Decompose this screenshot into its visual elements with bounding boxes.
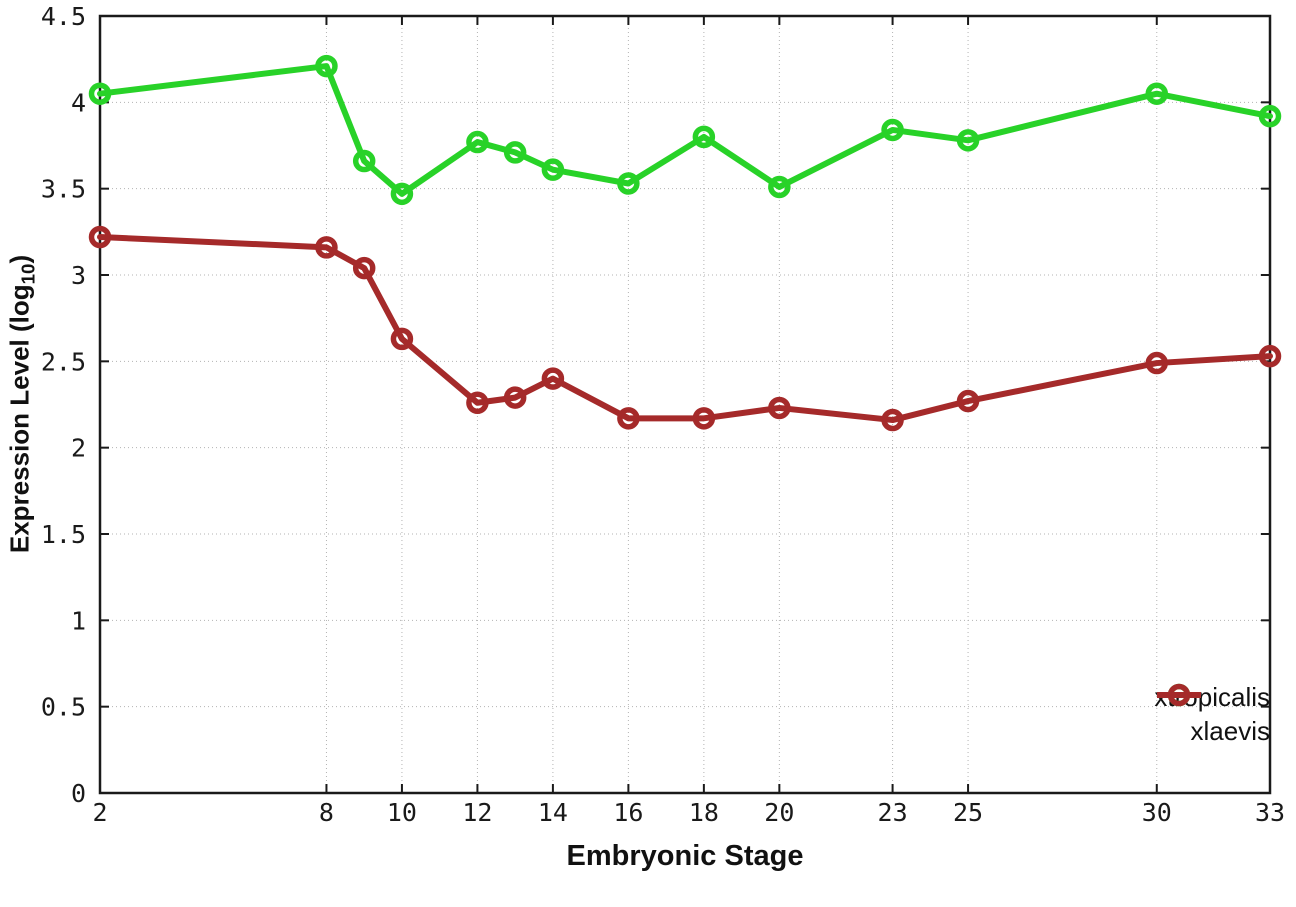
x-tick-label: 12: [462, 798, 492, 827]
data-point-xtropicalis: [1145, 82, 1169, 105]
series-line-xtropicalis: [97, 63, 1273, 197]
data-point-xtropicalis: [390, 182, 414, 206]
x-tick-label: 20: [764, 798, 794, 827]
data-point-xtropicalis: [881, 118, 904, 142]
x-tick-label: 33: [1255, 798, 1285, 827]
data-point-xtropicalis: [466, 130, 489, 154]
data-point-xtropicalis: [1258, 104, 1282, 128]
y-axis-title-subscript: 10: [17, 263, 39, 285]
data-point-xtropicalis: [541, 158, 565, 181]
data-point-xlaevis: [88, 225, 112, 249]
data-point-xlaevis: [352, 256, 376, 280]
y-tick-label: 2.5: [41, 347, 86, 376]
y-tick-label: 4: [71, 88, 86, 117]
data-point-xlaevis: [1145, 351, 1169, 375]
data-point-xlaevis: [315, 236, 338, 259]
data-point-xlaevis: [503, 386, 527, 409]
data-point-xlaevis: [881, 408, 904, 432]
x-tick-label: 30: [1142, 798, 1172, 827]
data-point-xlaevis: [466, 391, 489, 415]
y-tick-label: 4.5: [41, 2, 86, 31]
data-point-xlaevis: [956, 389, 980, 413]
data-point-xtropicalis: [352, 149, 376, 173]
y-tick-label: 0.5: [41, 693, 86, 722]
plot-border: [98, 14, 1272, 795]
y-axis-title-close: ): [4, 254, 35, 264]
data-point-xtropicalis: [315, 54, 338, 78]
legend-item-xlaevis: xlaevis: [1157, 683, 1270, 747]
data-point-xlaevis: [390, 327, 414, 351]
y-tick-label: 2: [71, 434, 86, 463]
data-point-xlaevis: [692, 407, 716, 430]
x-tick-label: 14: [538, 798, 568, 827]
legend: xtropicalis xlaevis: [1154, 681, 1270, 747]
x-tick-label: 2: [92, 798, 107, 827]
x-tick-label: 25: [953, 798, 983, 827]
series-line-xlaevis: [97, 234, 1273, 424]
y-tick-label: 3.5: [41, 175, 86, 204]
y-axis-title: Expression Level (log10): [4, 255, 39, 553]
data-point-xtropicalis: [692, 125, 716, 149]
data-point-xtropicalis: [956, 129, 980, 152]
data-point-xtropicalis: [503, 141, 527, 164]
y-tick-label: 1.5: [41, 520, 86, 549]
x-tick-label: 23: [878, 798, 908, 827]
y-tick-label: 1: [71, 606, 86, 635]
data-point-xlaevis: [617, 407, 640, 430]
x-axis-title: Embryonic Stage: [566, 840, 804, 872]
y-axis-title-text: Expression Level (log: [4, 284, 35, 554]
x-tick-label: 8: [319, 798, 334, 827]
legend-label-xlaevis: xlaevis: [1190, 715, 1270, 746]
y-tick-label: 3: [71, 261, 86, 290]
x-tick-label: 16: [613, 798, 643, 827]
data-point-xtropicalis: [88, 82, 112, 105]
data-point-xtropicalis: [768, 175, 791, 199]
xlaevis-line-marker-icon: [1157, 683, 1202, 707]
data-point-xlaevis: [768, 396, 791, 420]
x-tick-label: 10: [387, 798, 417, 827]
y-tick-label: 0: [71, 779, 86, 808]
data-point-xtropicalis: [617, 172, 640, 195]
x-tick-label: 18: [689, 798, 719, 827]
data-point-xlaevis: [1258, 344, 1282, 368]
data-point-xlaevis: [541, 367, 565, 390]
